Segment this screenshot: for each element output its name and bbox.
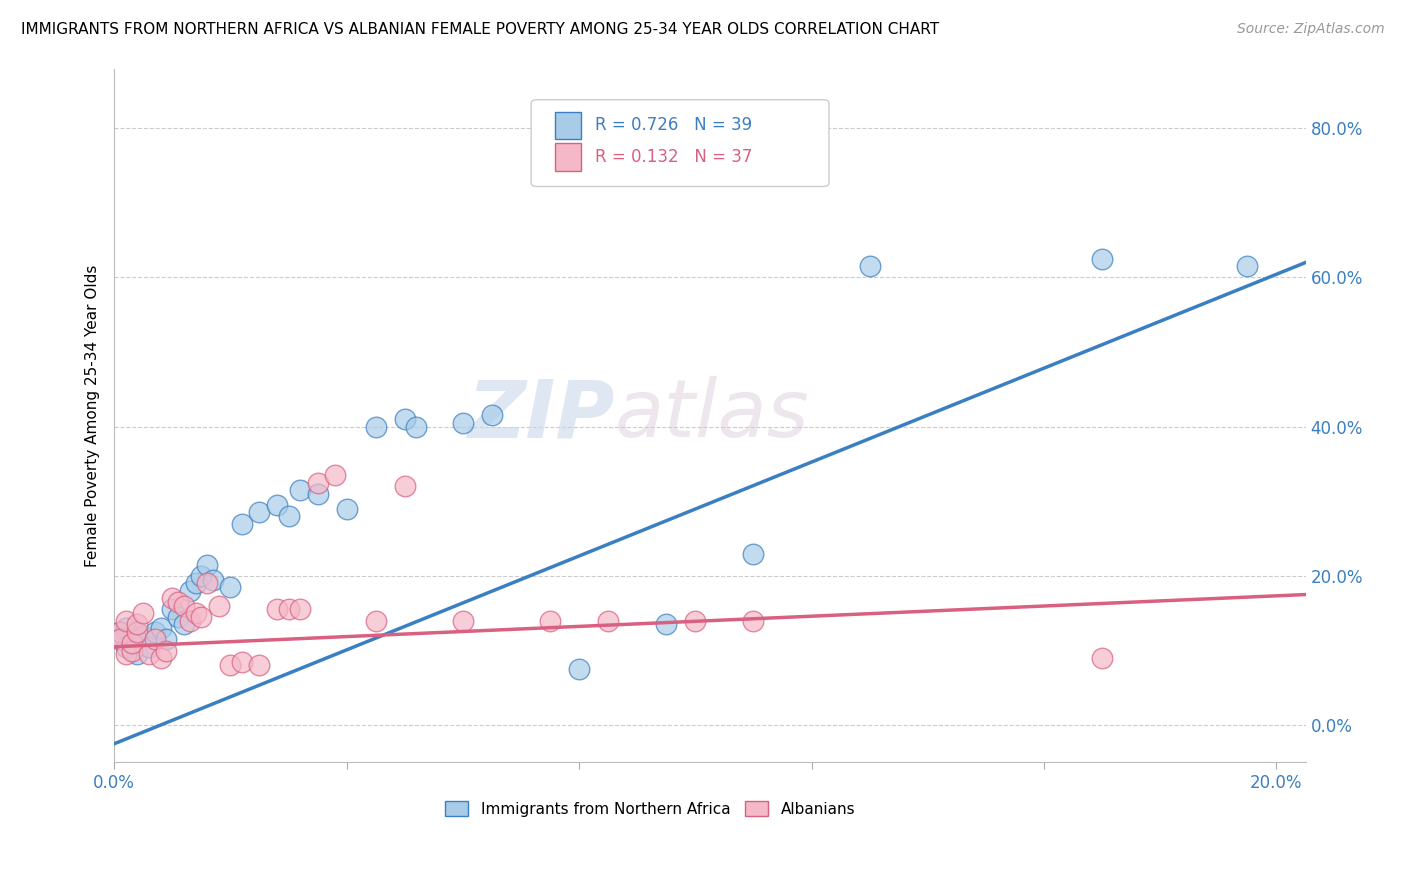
Point: [108, 632, 131, 647]
Point: [108, 632, 131, 647]
Point: [266, 498, 288, 512]
Point: [114, 614, 136, 628]
Point: [859, 259, 882, 273]
Point: [364, 614, 387, 628]
Bar: [555, 112, 581, 139]
Point: [249, 658, 271, 673]
Point: [266, 602, 288, 616]
Point: [190, 569, 212, 583]
Y-axis label: Female Poverty Among 25-34 Year Olds: Female Poverty Among 25-34 Year Olds: [86, 264, 100, 566]
Point: [219, 658, 242, 673]
Point: [127, 647, 149, 661]
Point: [249, 506, 271, 520]
Text: ZIP: ZIP: [467, 376, 614, 455]
Point: [167, 610, 190, 624]
Point: [162, 602, 184, 616]
Point: [405, 419, 427, 434]
Point: [277, 602, 299, 616]
Point: [1236, 259, 1258, 273]
Point: [742, 614, 765, 628]
Point: [179, 583, 201, 598]
FancyBboxPatch shape: [531, 100, 830, 186]
Point: [162, 591, 184, 606]
Point: [121, 629, 143, 643]
Point: [568, 662, 591, 676]
Bar: [555, 143, 581, 170]
Point: [201, 573, 224, 587]
Point: [179, 614, 201, 628]
Point: [127, 624, 149, 639]
Point: [155, 632, 177, 647]
Point: [108, 624, 131, 639]
Point: [173, 599, 195, 613]
Point: [132, 629, 155, 643]
Point: [190, 610, 212, 624]
Point: [127, 617, 149, 632]
Text: atlas: atlas: [614, 376, 810, 455]
Point: [307, 475, 329, 490]
Point: [173, 617, 195, 632]
Point: [231, 516, 253, 531]
Point: [184, 576, 207, 591]
Point: [121, 636, 143, 650]
Point: [481, 409, 503, 423]
Point: [307, 487, 329, 501]
Point: [394, 479, 416, 493]
Point: [451, 614, 474, 628]
Point: [451, 416, 474, 430]
Point: [184, 606, 207, 620]
Point: [1091, 651, 1114, 665]
Legend: Immigrants from Northern Africa, Albanians: Immigrants from Northern Africa, Albania…: [437, 793, 863, 824]
Point: [219, 580, 242, 594]
Point: [288, 483, 311, 497]
Point: [114, 621, 136, 635]
Point: [149, 621, 172, 635]
Point: [108, 624, 131, 639]
Point: [114, 647, 136, 661]
Text: R = 0.132   N = 37: R = 0.132 N = 37: [596, 148, 752, 166]
Text: R = 0.726   N = 39: R = 0.726 N = 39: [596, 117, 752, 135]
Text: IMMIGRANTS FROM NORTHERN AFRICA VS ALBANIAN FEMALE POVERTY AMONG 25-34 YEAR OLDS: IMMIGRANTS FROM NORTHERN AFRICA VS ALBAN…: [21, 22, 939, 37]
Point: [742, 547, 765, 561]
Point: [143, 632, 166, 647]
Point: [195, 558, 218, 572]
Point: [231, 655, 253, 669]
Point: [394, 412, 416, 426]
Point: [685, 614, 707, 628]
Point: [288, 602, 311, 616]
Point: [149, 651, 172, 665]
Point: [143, 624, 166, 639]
Point: [598, 614, 620, 628]
Point: [155, 643, 177, 657]
Point: [132, 606, 155, 620]
Point: [167, 595, 190, 609]
Point: [364, 419, 387, 434]
Point: [195, 576, 218, 591]
Point: [138, 640, 160, 654]
Point: [138, 647, 160, 661]
Point: [127, 624, 149, 639]
Point: [114, 640, 136, 654]
Point: [208, 599, 231, 613]
Point: [1091, 252, 1114, 266]
Point: [277, 509, 299, 524]
Point: [323, 468, 346, 483]
Point: [538, 614, 561, 628]
Point: [655, 617, 678, 632]
Text: Source: ZipAtlas.com: Source: ZipAtlas.com: [1237, 22, 1385, 37]
Point: [336, 501, 359, 516]
Point: [121, 643, 143, 657]
